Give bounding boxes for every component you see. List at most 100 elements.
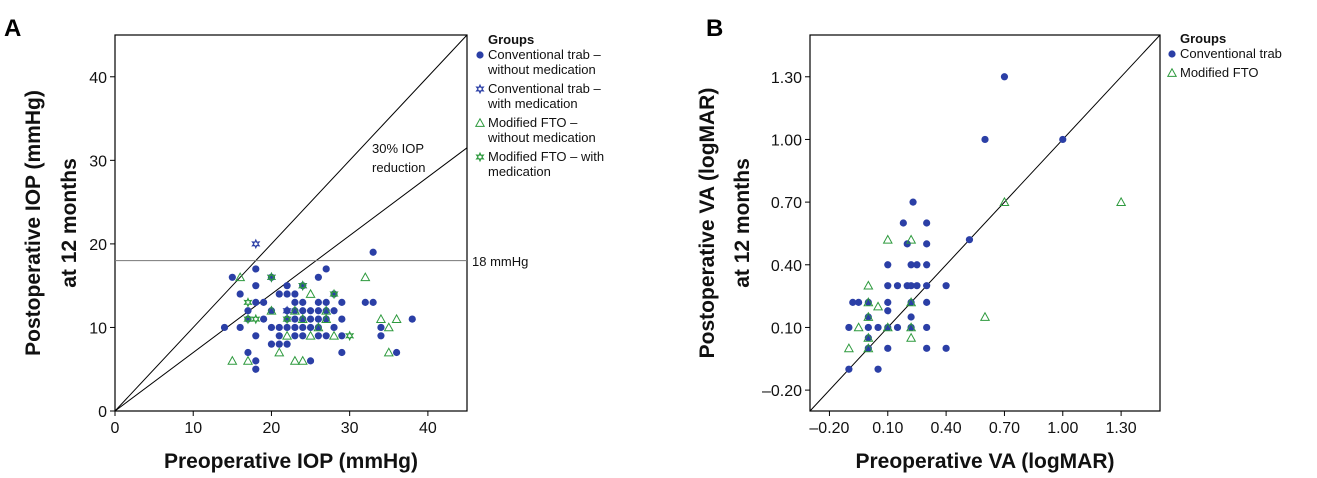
legend-entry-text: medication [488,164,551,179]
data-point [923,344,931,352]
x-tick-label: 0.70 [989,420,1020,437]
data-point [899,219,907,227]
data-point [305,330,316,340]
y-tick-label: 0.10 [771,320,802,337]
panel-a-reference-lines [114,34,468,412]
data-point [236,323,244,332]
y-tick-label: 20 [89,237,107,254]
data-point [377,332,385,340]
identity-line [809,34,1161,412]
legend-entry-text: Modified FTO – with [488,149,604,164]
data-point [266,272,277,283]
data-point [393,348,401,357]
data-point [884,261,892,269]
data-point [329,288,339,300]
data-point [275,340,283,348]
data-point [923,323,931,332]
data-point [328,330,340,340]
data-point [906,322,917,332]
data-point [305,288,316,298]
data-point [849,298,857,306]
x-tick-label: 0.40 [931,420,962,437]
panel-b-reference-lines [809,34,1161,412]
data-point [289,305,300,315]
data-point [251,238,261,250]
y-tick-label: 0.70 [771,195,802,212]
data-point [313,322,324,332]
data-point [322,298,330,306]
data-point [843,343,854,353]
data-point [298,280,308,291]
data-point [1116,196,1127,206]
threshold-label: 18 mmHg [472,254,528,269]
data-point [289,355,300,365]
panel-b-y-axis-title-line1: Postoperative VA (logMAR) [696,88,719,359]
y-tick-label: 30 [89,153,107,170]
x-tick-label: 0 [111,420,120,437]
data-point [923,240,931,248]
legend-entry-text: Modified FTO [1180,65,1259,80]
x-tick-label: 40 [419,420,437,437]
data-point [942,282,950,290]
data-point [338,298,346,306]
data-point [338,348,346,357]
data-point [408,315,416,323]
data-point [274,347,285,357]
data-point [267,340,276,348]
data-point [907,261,915,269]
data-point [882,322,893,332]
data-point [906,297,917,307]
data-point [981,135,989,144]
data-point [360,272,371,282]
data-point [314,273,322,281]
data-point [282,330,293,340]
panel-a-legend-title: Groups [488,32,534,47]
data-point [863,311,874,321]
data-point [291,332,299,340]
data-point [297,313,308,323]
panel-b: B –0.20 0.10 0.40 0.70 1.00 1.30 –0.20 0.10 0.40… [696,15,1282,473]
panel-a-ticks: 0 10 20 30 40 0 10 20 30 40 [89,70,437,437]
data-point [243,313,253,325]
data-point [228,273,236,281]
data-point [1000,73,1009,81]
x-tick-label: 1.30 [1106,420,1137,437]
data-point [923,298,931,306]
data-point [291,298,299,306]
data-point [863,280,874,290]
data-point [260,298,268,306]
legend-marker [474,117,486,127]
data-point [275,332,283,340]
data-point [884,282,892,290]
data-point [297,355,308,365]
data-point [252,298,260,306]
data-point [907,313,915,321]
data-point [923,282,931,290]
data-point [322,265,330,273]
data-point [330,307,338,315]
data-point [252,265,260,273]
data-point [863,332,874,342]
data-point [314,307,322,315]
legend-entry-text: without medication [487,62,596,77]
data-point [864,323,872,332]
legend-marker [475,151,485,163]
data-point [291,315,299,323]
x-tick-label: 20 [263,420,281,437]
y-tick-label: –0.20 [762,383,802,400]
data-point [252,332,260,340]
panel-b-points [843,73,1127,373]
data-point [874,323,882,332]
y-tick-label: 10 [89,320,107,337]
data-point [383,322,394,332]
data-point [306,315,315,323]
data-point [913,282,921,290]
panel-b-legend: Groups Conventional trab Modified FTO [1166,31,1282,80]
data-point [267,323,276,332]
data-point [369,298,377,306]
panel-b-plot-frame [809,34,1161,412]
panel-a-letter: A [4,15,21,42]
legend-marker [1168,50,1176,58]
data-point [236,290,244,298]
data-point [906,234,917,244]
